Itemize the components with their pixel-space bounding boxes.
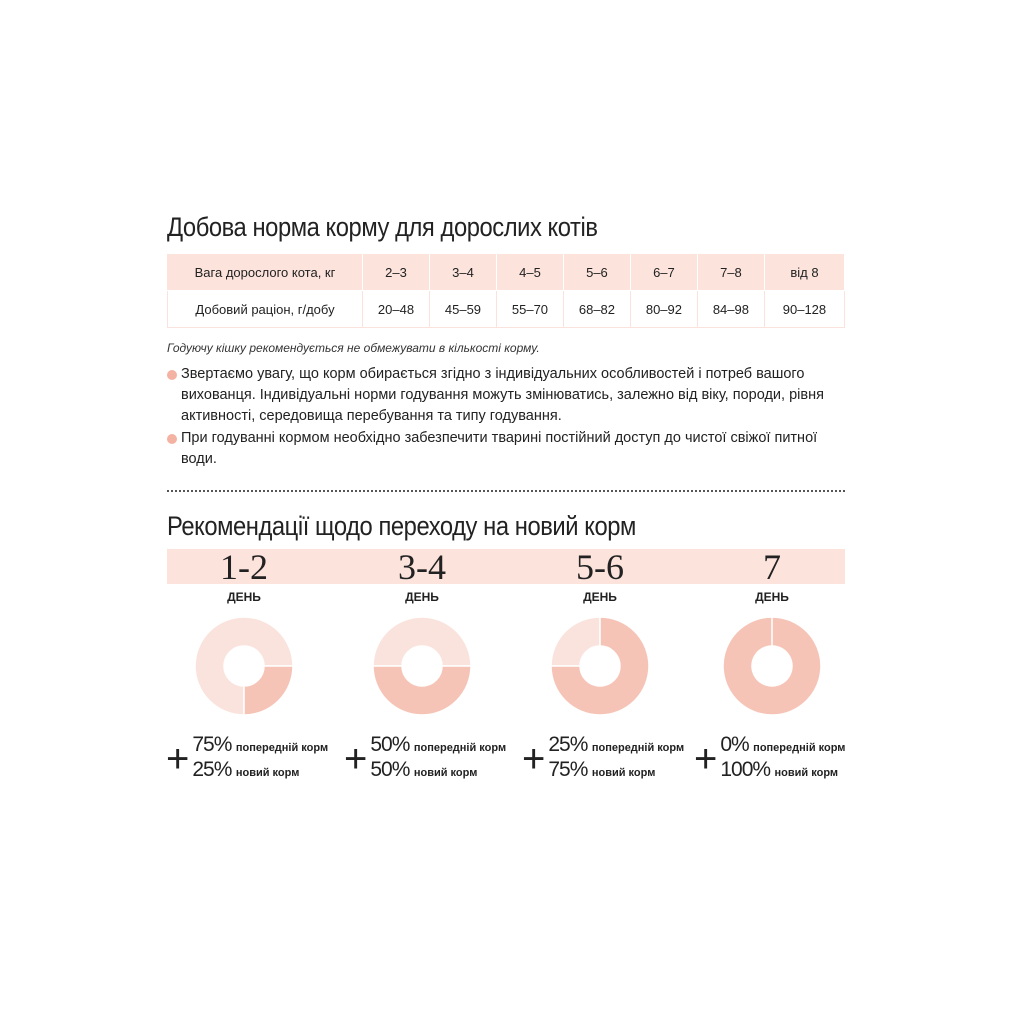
ratio-legend: + 50% попередній корм 50% новий корм	[344, 734, 506, 784]
note-text: Годуючу кішку рекомендується не обмежува…	[167, 341, 540, 355]
new-food-pct: 100%	[720, 758, 771, 781]
section-title-transition: Рекомендації щодо переходу на новий корм	[167, 511, 636, 541]
new-food-slice	[372, 665, 472, 716]
plus-icon: +	[522, 737, 546, 781]
bullet-dot-icon	[167, 434, 177, 444]
row-label: Добовий раціон, г/добу	[167, 290, 363, 328]
new-food-label: новий корм	[774, 767, 839, 779]
day-range: 5-6	[576, 547, 624, 587]
day-step: 7 ДЕНЬ	[687, 547, 857, 605]
day-label: ДЕНЬ	[227, 590, 261, 604]
feeding-table: Вага дорослого кота, кг 2–3 3–4 4–5 5–6 6–7 7–…	[167, 253, 846, 328]
plus-icon: +	[166, 737, 190, 781]
ratio-legend: + 75% попередній корм 25% новий корм	[166, 734, 328, 784]
table-cell: 45–59	[428, 290, 497, 328]
table-cell: 7–8	[696, 253, 765, 291]
day-range: 1-2	[220, 547, 268, 587]
old-food-pct: 0%	[720, 733, 749, 756]
ratio-donut	[722, 616, 822, 716]
day-label: ДЕНЬ	[583, 590, 617, 604]
table-cell: 55–70	[495, 290, 564, 328]
day-label: ДЕНЬ	[405, 590, 439, 604]
new-food-slice	[550, 616, 650, 716]
bullet-list: Звертаємо увагу, що корм обирається згід…	[167, 364, 847, 471]
old-food-label: попередній корм	[591, 742, 685, 754]
table-cell: 20–48	[362, 290, 430, 328]
new-food-slice	[722, 616, 822, 716]
table-cell: 84–98	[696, 290, 765, 328]
old-food-pct: 50%	[370, 733, 410, 756]
section-title-daily-norm: Добова норма корму для дорослих котів	[167, 212, 598, 242]
table-cell: 68–82	[562, 290, 631, 328]
list-item: Звертаємо увагу, що корм обирається згід…	[167, 364, 847, 427]
table-cell: 5–6	[562, 253, 631, 291]
ratio-donut	[550, 616, 650, 716]
table-cell: 6–7	[629, 253, 698, 291]
ratio-legend: + 25% попередній корм 75% новий корм	[522, 734, 684, 784]
table-row-weight: Вага дорослого кота, кг 2–3 3–4 4–5 5–6 6–7 7–…	[167, 253, 846, 291]
new-food-pct: 75%	[548, 758, 588, 781]
plus-icon: +	[344, 737, 368, 781]
day-range: 7	[763, 547, 781, 587]
days-band	[167, 549, 845, 584]
table-cell: 90–128	[763, 290, 846, 328]
day-step: 5-6 ДЕНЬ	[515, 547, 685, 605]
bullet-dot-icon	[167, 370, 177, 380]
ratio-donut	[372, 616, 472, 716]
old-food-label: попередній корм	[235, 742, 329, 754]
row-label: Вага дорослого кота, кг	[167, 253, 363, 291]
old-food-label: попередній корм	[753, 742, 846, 754]
table-row-ration: Добовий раціон, г/добу 20–48 45–59 55–70 68–…	[167, 290, 846, 328]
table-cell: 80–92	[629, 290, 698, 328]
old-food-label: попередній корм	[413, 742, 507, 754]
dotted-divider	[167, 490, 845, 492]
old-food-pct: 75%	[192, 733, 232, 756]
old-food-pct: 25%	[548, 733, 588, 756]
new-food-label: новий корм	[591, 767, 656, 779]
table-cell: від 8	[763, 253, 846, 291]
day-step: 3-4 ДЕНЬ	[337, 547, 507, 605]
new-food-pct: 25%	[192, 758, 232, 781]
new-food-slice	[243, 665, 294, 716]
new-food-label: новий корм	[235, 767, 300, 779]
new-food-pct: 50%	[370, 758, 410, 781]
new-food-label: новий корм	[413, 767, 478, 779]
table-cell: 4–5	[495, 253, 564, 291]
day-step: 1-2 ДЕНЬ	[159, 547, 329, 605]
table-cell: 2–3	[362, 253, 430, 291]
ratio-donut	[194, 616, 294, 716]
list-item: При годуванні кормом необхідно забезпечи…	[167, 428, 847, 470]
plus-icon: +	[694, 737, 718, 781]
old-food-slice	[550, 616, 601, 667]
ratio-legend: + 0% попередній корм 100% новий корм	[694, 734, 845, 784]
table-cell: 3–4	[428, 253, 497, 291]
day-label: ДЕНЬ	[755, 590, 789, 604]
day-range: 3-4	[398, 547, 446, 587]
old-food-slice	[372, 616, 472, 667]
old-food-slice	[194, 616, 294, 716]
